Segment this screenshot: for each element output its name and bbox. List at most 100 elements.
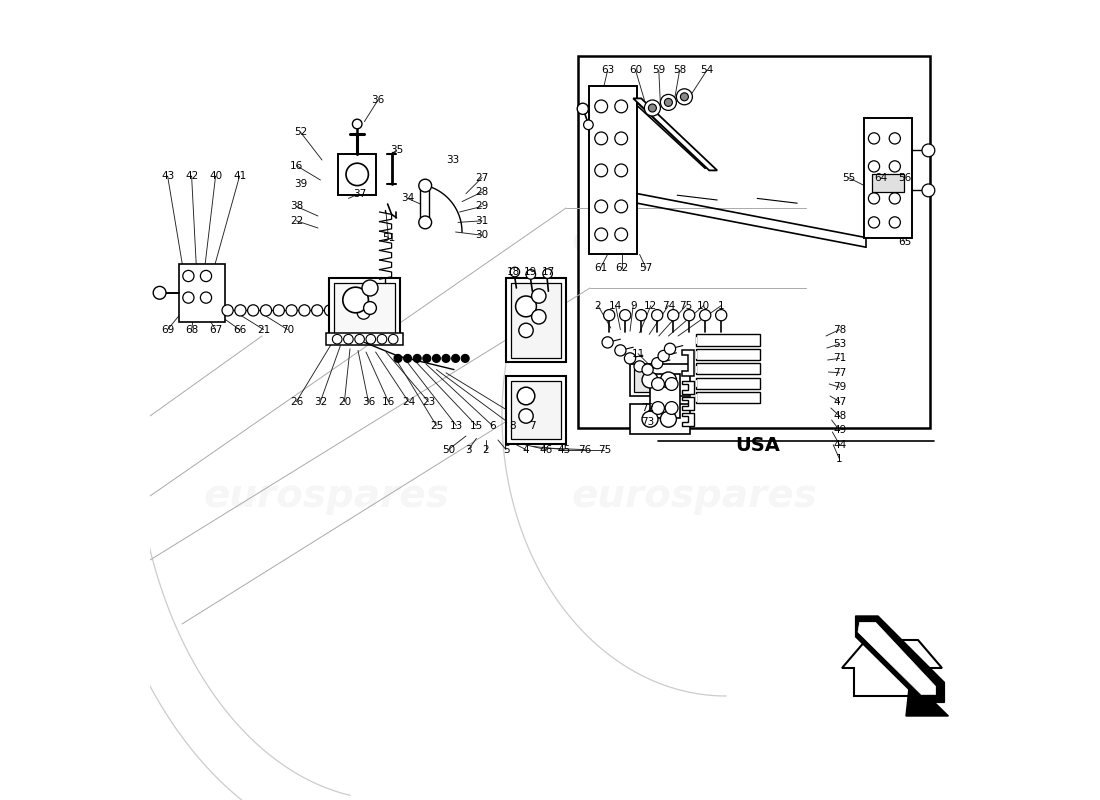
Circle shape: [660, 372, 676, 388]
Text: 34: 34: [402, 194, 415, 203]
Circle shape: [642, 411, 658, 427]
Text: 70: 70: [280, 325, 294, 334]
Text: 62: 62: [615, 263, 628, 273]
Text: 63: 63: [601, 66, 614, 75]
Circle shape: [531, 289, 546, 303]
Bar: [695, 334, 760, 346]
Circle shape: [642, 372, 658, 388]
Bar: [326, 333, 403, 345]
Bar: [872, 174, 904, 192]
Circle shape: [343, 287, 368, 313]
Circle shape: [681, 93, 689, 101]
Circle shape: [700, 310, 711, 321]
Text: 71: 71: [833, 354, 846, 363]
Circle shape: [651, 310, 663, 321]
Circle shape: [414, 354, 421, 362]
Circle shape: [660, 94, 676, 110]
Text: 60: 60: [629, 66, 642, 75]
Circle shape: [615, 132, 628, 145]
Bar: [329, 278, 399, 342]
Text: 65: 65: [898, 237, 911, 246]
Circle shape: [595, 100, 607, 113]
Text: 46: 46: [539, 445, 552, 454]
Text: 55: 55: [842, 173, 855, 182]
Circle shape: [358, 302, 370, 314]
Circle shape: [286, 305, 297, 316]
Circle shape: [526, 270, 536, 279]
Circle shape: [299, 305, 310, 316]
Circle shape: [362, 280, 378, 296]
Text: eurospares: eurospares: [571, 477, 817, 515]
Circle shape: [666, 402, 678, 414]
Circle shape: [261, 305, 272, 316]
Bar: [506, 278, 566, 362]
Bar: [179, 264, 226, 322]
Bar: [695, 378, 760, 389]
Text: 6: 6: [490, 421, 496, 430]
Circle shape: [868, 133, 880, 144]
Circle shape: [676, 89, 692, 105]
Polygon shape: [858, 622, 936, 694]
Circle shape: [355, 334, 364, 344]
Circle shape: [346, 163, 368, 186]
Circle shape: [200, 270, 211, 282]
Text: 36: 36: [362, 397, 375, 406]
Text: 75: 75: [680, 301, 693, 310]
Text: 69: 69: [161, 325, 174, 334]
Text: 25: 25: [430, 421, 443, 430]
Text: 32: 32: [314, 397, 327, 406]
Circle shape: [394, 354, 402, 362]
Circle shape: [683, 310, 695, 321]
Bar: [338, 154, 376, 195]
Circle shape: [324, 305, 336, 316]
Text: eurospares: eurospares: [204, 477, 449, 515]
Circle shape: [519, 409, 534, 423]
Polygon shape: [842, 640, 942, 696]
Polygon shape: [682, 350, 694, 376]
Bar: [695, 349, 760, 360]
Text: 1: 1: [836, 454, 843, 464]
Text: 73: 73: [641, 418, 654, 427]
Text: 13: 13: [450, 421, 463, 430]
Circle shape: [432, 354, 440, 362]
Text: 58: 58: [673, 66, 686, 75]
Text: 67: 67: [209, 325, 222, 334]
Circle shape: [234, 305, 246, 316]
Text: 4: 4: [522, 445, 529, 454]
Text: 9: 9: [630, 301, 637, 310]
Circle shape: [648, 104, 657, 112]
Text: 26: 26: [289, 397, 302, 406]
Circle shape: [636, 310, 647, 321]
Text: 47: 47: [833, 397, 846, 406]
Circle shape: [352, 119, 362, 129]
Text: 10: 10: [697, 301, 711, 310]
Text: 75: 75: [597, 445, 611, 454]
Circle shape: [651, 378, 664, 390]
Polygon shape: [682, 413, 694, 426]
Circle shape: [311, 305, 322, 316]
Text: 17: 17: [542, 267, 556, 277]
Circle shape: [645, 100, 660, 116]
Text: 43: 43: [161, 171, 174, 181]
Circle shape: [578, 103, 588, 114]
Text: 12: 12: [645, 301, 658, 310]
Text: 61: 61: [594, 263, 607, 273]
Text: 41: 41: [233, 171, 246, 181]
Bar: [865, 118, 912, 238]
Bar: [420, 186, 429, 220]
Text: 39: 39: [294, 179, 307, 189]
Text: 2: 2: [483, 445, 490, 454]
Text: 77: 77: [833, 368, 846, 378]
Circle shape: [660, 411, 676, 427]
Circle shape: [442, 354, 450, 362]
Text: 11: 11: [631, 349, 645, 358]
Text: 30: 30: [475, 230, 488, 240]
Circle shape: [615, 164, 628, 177]
Circle shape: [602, 337, 613, 348]
Text: 3: 3: [465, 445, 472, 454]
Text: 68: 68: [185, 325, 198, 334]
Bar: [510, 381, 561, 439]
Circle shape: [658, 350, 669, 362]
Text: USA: USA: [736, 436, 780, 455]
Circle shape: [922, 144, 935, 157]
